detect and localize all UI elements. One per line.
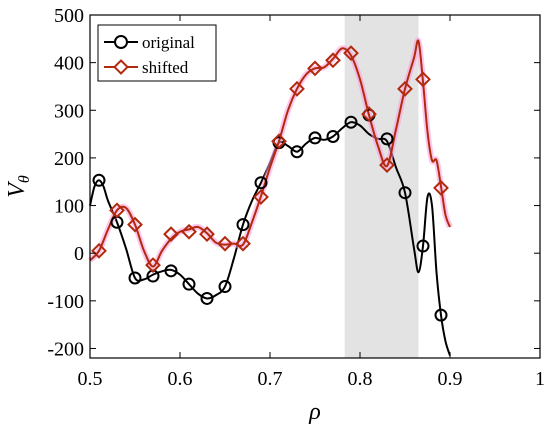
x-axis-label: ρ — [308, 399, 321, 425]
y-tick-label: 400 — [54, 53, 84, 75]
x-tick-label: 0.8 — [348, 368, 373, 390]
series-original-point — [290, 145, 304, 159]
series-original-point — [92, 173, 106, 187]
series-original-point — [218, 280, 232, 294]
series-shifted-point — [397, 80, 413, 97]
series-original-point — [434, 308, 448, 322]
y-tick-label: -100 — [47, 291, 84, 313]
y-tick-label: 0 — [74, 243, 84, 265]
series-original-point — [308, 131, 322, 145]
series-shifted-line — [89, 39, 451, 268]
series-shifted-point — [181, 223, 197, 240]
x-tick-label: 0.9 — [438, 368, 463, 390]
x-tick-label: 0.7 — [258, 368, 283, 390]
y-axis-label-main: V — [4, 181, 30, 198]
series-original-point — [398, 186, 412, 200]
series-original-point — [344, 115, 358, 129]
y-tick-label: 300 — [54, 100, 84, 122]
series-original-point — [380, 132, 394, 146]
series-shifted-point — [199, 226, 215, 243]
series-original-point — [326, 129, 340, 143]
series-shifted-point — [127, 216, 143, 233]
series-shifted-point — [325, 52, 341, 69]
y-tick-label: 500 — [54, 5, 84, 27]
series-shifted-point — [415, 71, 431, 88]
series-shifted-point — [91, 242, 107, 259]
y-tick-label: 100 — [54, 196, 84, 218]
markers-layer — [91, 45, 449, 322]
series-shifted-point — [433, 180, 449, 196]
series-original-point — [164, 264, 178, 278]
plot-frame — [89, 14, 541, 359]
x-tick-label: 0.5 — [78, 368, 103, 390]
plot-lines-layer — [87, 37, 453, 356]
legend-label-original: original — [142, 33, 195, 52]
series-original-point — [200, 291, 214, 305]
y-axis-label: Vθ — [4, 175, 33, 198]
legend-box — [97, 24, 217, 82]
legend-marker-original — [114, 35, 128, 49]
series-shifted-point — [343, 45, 359, 62]
series-shifted-point — [145, 257, 161, 274]
series-shifted-point — [271, 133, 287, 150]
axis-ticks: 0.5 0.6 0.7 0.8 0.9 1 -200 -100 0 100 200 300 400 500 — [47, 5, 545, 390]
y-tick-label: -200 — [47, 338, 84, 360]
legend: original shifted — [97, 24, 217, 82]
legend-label-shifted: shifted — [142, 58, 189, 77]
series-shifted-point — [361, 106, 377, 123]
series-shifted-point — [163, 226, 179, 243]
series-shifted-point — [289, 80, 305, 97]
x-tick-label: 1 — [535, 368, 545, 390]
series-shifted-point — [109, 202, 125, 219]
y-tick-label: 200 — [54, 148, 84, 170]
series-shifted-point — [253, 189, 269, 205]
series-shifted-point — [379, 157, 395, 173]
y-axis-label-sub: θ — [16, 175, 33, 183]
series-shifted-point — [307, 60, 323, 77]
legend-marker-shifted — [113, 59, 129, 75]
series-original-point — [182, 277, 196, 291]
series-original-point — [416, 239, 430, 253]
series-original-point — [254, 176, 268, 190]
series-shifted-point — [217, 235, 233, 252]
svg-text:Vθ: Vθ — [4, 175, 33, 198]
series-shifted-point — [235, 235, 251, 252]
series-original-point — [236, 218, 250, 232]
x-tick-label: 0.6 — [168, 368, 193, 390]
series-original-point — [128, 271, 142, 285]
